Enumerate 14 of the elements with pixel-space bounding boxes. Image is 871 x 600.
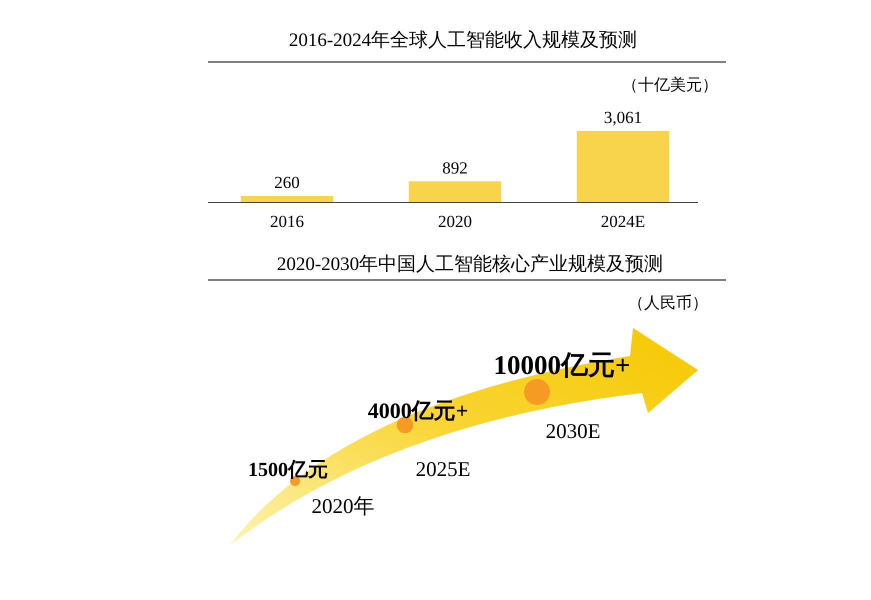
- text: （人民币）: [628, 294, 708, 312]
- category-label: 2030E: [546, 419, 600, 443]
- x-tick-label: 2020: [438, 212, 472, 231]
- chart-subtitle: （十亿美元）: [622, 76, 718, 94]
- data-label: 3,061: [604, 108, 642, 127]
- chart-title: 2016-2024年全球人工智能收入规模及预测: [288, 30, 638, 51]
- category-label: 2020年: [312, 494, 374, 518]
- text: 2020-2030年中国人工智能核心产业规模及预测: [276, 253, 664, 275]
- data-label: 260: [274, 172, 300, 192]
- category-label: 2025E: [416, 457, 470, 481]
- data-label: 892: [442, 158, 468, 178]
- x-tick-label: 2016: [270, 212, 304, 231]
- x-tick-label: 2024E: [600, 212, 646, 231]
- data-label: 1500亿元: [248, 459, 328, 481]
